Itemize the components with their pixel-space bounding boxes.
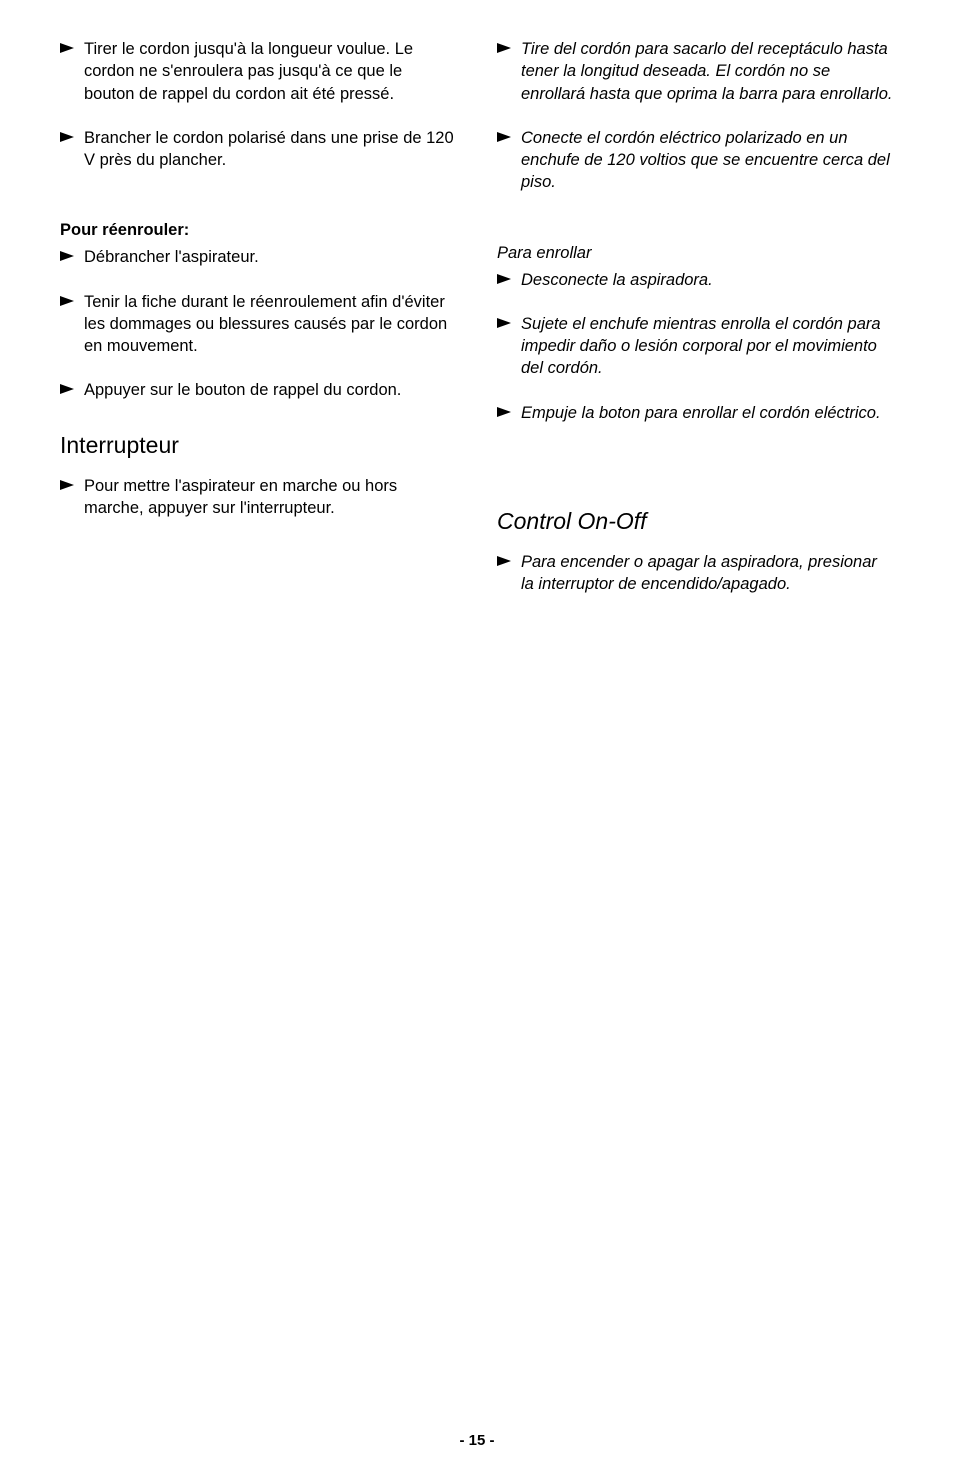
left-column: Tirer le cordon jusqu'à la longueur voul… [60,38,457,617]
triangle-bullet-icon [60,251,74,261]
list-item: Tirer le cordon jusqu'à la longueur voul… [60,38,457,105]
list-item: Appuyer sur le bouton de rappel du cordo… [60,379,457,401]
list-item: Tenir la fiche durant le réenroulement a… [60,291,457,358]
triangle-bullet-icon [497,556,511,566]
bullet-text: Conecte el cordón eléctrico polarizado e… [521,127,894,194]
list-item: Desconecte la aspiradora. [497,269,894,291]
triangle-bullet-icon [60,384,74,394]
section-heading: Control On-Off [497,508,894,535]
triangle-bullet-icon [60,132,74,142]
bullet-text: Débrancher l'aspirateur. [84,246,259,268]
bullet-text: Empuje la boton para enrollar el cordón … [521,402,881,424]
bullet-text: Sujete el enchufe mientras enrolla el co… [521,313,894,380]
bullet-text: Pour mettre l'aspirateur en marche ou ho… [84,475,457,520]
triangle-bullet-icon [497,274,511,284]
right-column: Tire del cordón para sacarlo del receptá… [497,38,894,617]
list-item: Brancher le cordon polarisé dans une pri… [60,127,457,172]
triangle-bullet-icon [60,296,74,306]
bullet-text: Desconecte la aspiradora. [521,269,713,291]
list-item: Conecte el cordón eléctrico polarizado e… [497,127,894,194]
triangle-bullet-icon [60,480,74,490]
list-item: Para encender o apagar la aspiradora, pr… [497,551,894,596]
bullet-text: Tenir la fiche durant le réenroulement a… [84,291,457,358]
list-item: Sujete el enchufe mientras enrolla el co… [497,313,894,380]
list-item: Tire del cordón para sacarlo del receptá… [497,38,894,105]
list-item: Empuje la boton para enrollar el cordón … [497,402,894,424]
list-item: Pour mettre l'aspirateur en marche ou ho… [60,475,457,520]
page-number: - 15 - [0,1432,954,1449]
triangle-bullet-icon [497,318,511,328]
subheading: Pour réenrouler: [60,221,457,240]
triangle-bullet-icon [497,132,511,142]
section-heading: Interrupteur [60,432,457,459]
bullet-text: Appuyer sur le bouton de rappel du cordo… [84,379,401,401]
bullet-text: Brancher le cordon polarisé dans une pri… [84,127,457,172]
triangle-bullet-icon [60,43,74,53]
subheading: Para enrollar [497,244,894,263]
bullet-text: Tirer le cordon jusqu'à la longueur voul… [84,38,457,105]
bullet-text: Para encender o apagar la aspiradora, pr… [521,551,894,596]
list-item: Débrancher l'aspirateur. [60,246,457,268]
triangle-bullet-icon [497,407,511,417]
triangle-bullet-icon [497,43,511,53]
bullet-text: Tire del cordón para sacarlo del receptá… [521,38,894,105]
two-column-layout: Tirer le cordon jusqu'à la longueur voul… [60,38,894,617]
